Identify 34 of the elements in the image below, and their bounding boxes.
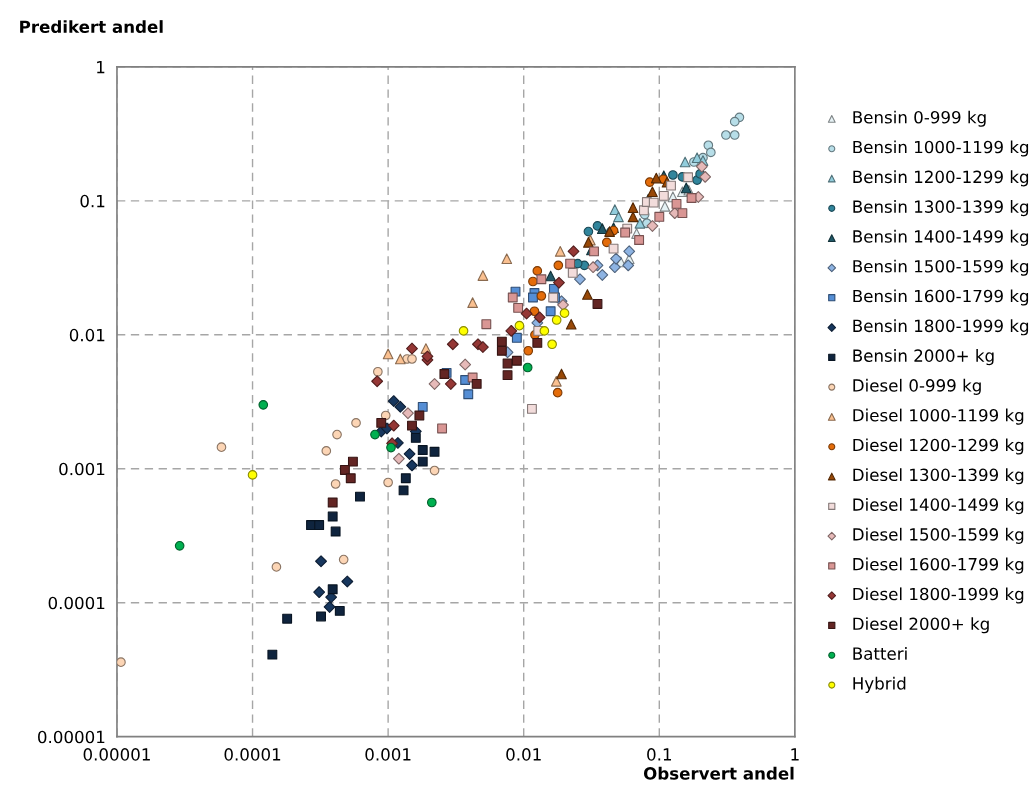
- legend-label: Diesel 1000-1199 kg: [853, 408, 1024, 425]
- y-tick-label: 0.1: [80, 194, 105, 208]
- legend-label: Bensin 0-999 kg: [853, 110, 986, 127]
- x-tick-label: 0.1: [647, 748, 672, 761]
- y-axis-title: Predikert andel: [20, 20, 163, 34]
- legend-label: Bensin 1800-1999 kg: [853, 319, 1029, 336]
- y-tick-label: 0.01: [69, 328, 105, 342]
- legend-label: Bensin 1000-1199 kg: [853, 140, 1029, 157]
- legend-label: Bensin 1200-1299 kg: [853, 170, 1029, 187]
- legend-label: Bensin 1400-1499 kg: [853, 229, 1029, 246]
- x-tick-label: 1: [791, 748, 799, 761]
- y-tick-label: 0.001: [59, 462, 105, 476]
- legend-label: Bensin 1300-1399 kg: [853, 200, 1029, 217]
- y-tick-label: 0.0001: [48, 596, 105, 610]
- legend-label: Bensin 1600-1799 kg: [853, 289, 1029, 306]
- legend-label: Diesel 1400-1499 kg: [853, 498, 1024, 515]
- legend-label: Diesel 0-999 kg: [853, 378, 981, 395]
- legend-label: Diesel 1500-1599 kg: [853, 527, 1024, 544]
- legend-label: Diesel 2000+ kg: [853, 617, 989, 634]
- legend-label: Batteri: [853, 647, 907, 660]
- legend-label: Diesel 1600-1799 kg: [853, 557, 1024, 574]
- x-tick-label: 0.01: [506, 748, 541, 761]
- x-axis-title: Observert andel: [643, 766, 794, 780]
- x-tick-label: 0.0001: [224, 748, 281, 761]
- x-tick-label: 0.001: [365, 748, 411, 761]
- legend-label: Diesel 1800-1999 kg: [853, 587, 1024, 604]
- legend-label: Bensin 2000+ kg: [853, 349, 994, 366]
- legend-label: Diesel 1200-1299 kg: [853, 438, 1024, 455]
- legend-label: Hybrid: [853, 676, 906, 693]
- x-tick-label: 0.00001: [83, 748, 150, 761]
- y-tick-label: 1: [97, 61, 105, 74]
- legend-label: Bensin 1500-1599 kg: [853, 259, 1029, 276]
- legend-label: Diesel 1300-1399 kg: [853, 468, 1024, 485]
- y-tick-label: 0.00001: [38, 730, 105, 744]
